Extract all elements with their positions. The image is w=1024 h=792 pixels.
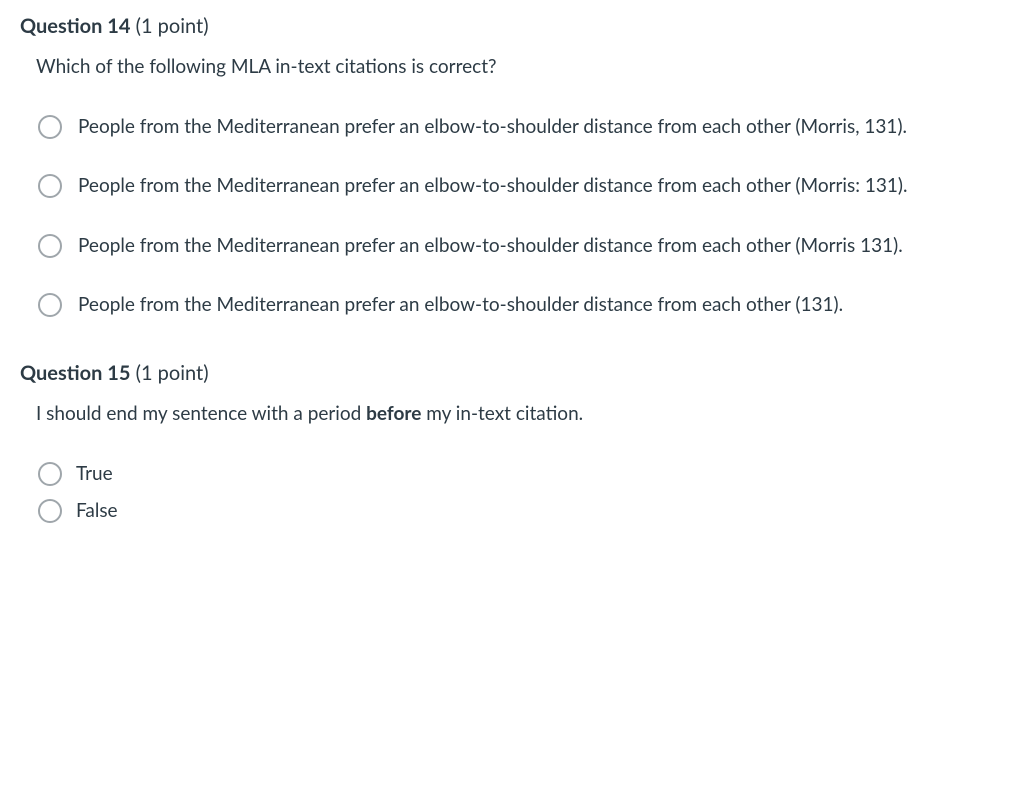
option-row: People from the Mediterranean prefer an … xyxy=(38,232,1004,260)
radio-button[interactable] xyxy=(38,174,62,198)
option-text: True xyxy=(76,460,946,488)
question-label: Question 14 xyxy=(20,14,130,38)
prompt-part: I should end my sentence with a period xyxy=(36,402,366,425)
question-14-header: Question 14 (1 point) xyxy=(20,12,1004,40)
radio-button[interactable] xyxy=(38,499,62,523)
prompt-bold: before xyxy=(366,402,421,425)
option-row: True xyxy=(38,460,1004,488)
question-label: Question 15 xyxy=(20,361,130,385)
option-row: People from the Mediterranean prefer an … xyxy=(38,172,1004,200)
question-points: (1 point) xyxy=(136,14,209,38)
option-row: People from the Mediterranean prefer an … xyxy=(38,113,1004,141)
radio-button[interactable] xyxy=(38,115,62,139)
option-text: People from the Mediterranean prefer an … xyxy=(78,172,948,200)
radio-button[interactable] xyxy=(38,462,62,486)
option-row: False xyxy=(38,497,1004,525)
question-15-block: Question 15 (1 point) I should end my se… xyxy=(20,359,1004,525)
option-text: People from the Mediterranean prefer an … xyxy=(78,113,948,141)
question-15-header: Question 15 (1 point) xyxy=(20,359,1004,387)
question-14-block: Question 14 (1 point) Which of the follo… xyxy=(20,12,1004,319)
radio-button[interactable] xyxy=(38,293,62,317)
prompt-part: my in-text citation. xyxy=(421,402,583,425)
question-points: (1 point) xyxy=(136,361,209,385)
option-text: People from the Mediterranean prefer an … xyxy=(78,291,948,319)
option-text: False xyxy=(76,497,946,525)
question-15-prompt: I should end my sentence with a period b… xyxy=(36,401,1004,428)
question-14-options: People from the Mediterranean prefer an … xyxy=(38,113,1004,319)
option-row: People from the Mediterranean prefer an … xyxy=(38,291,1004,319)
option-text: People from the Mediterranean prefer an … xyxy=(78,232,948,260)
question-15-options: True False xyxy=(38,460,1004,525)
radio-button[interactable] xyxy=(38,234,62,258)
question-14-prompt: Which of the following MLA in-text citat… xyxy=(36,54,1004,81)
